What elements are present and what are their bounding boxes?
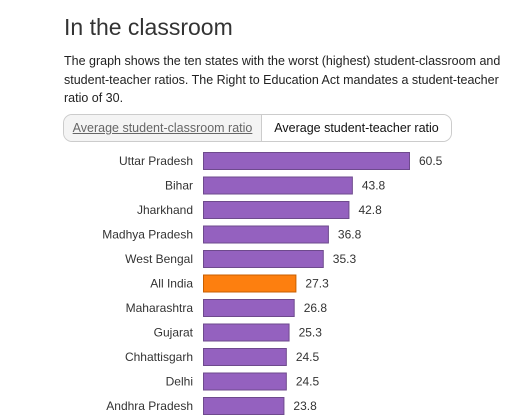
category-label-andhra-pradesh: Andhra Pradesh <box>106 399 193 413</box>
category-label-all-india: All India <box>150 277 193 291</box>
tab-student-teacher-ratio[interactable]: Average student-teacher ratio <box>261 115 451 141</box>
bar-madhya-pradesh[interactable] <box>203 225 329 244</box>
category-label-madhya-pradesh: Madhya Pradesh <box>102 228 193 242</box>
bar-chhattisgarh[interactable] <box>203 348 287 366</box>
bar-andhra-pradesh[interactable] <box>203 397 285 415</box>
category-label-chhattisgarh: Chhattisgarh <box>125 350 193 364</box>
chart-title: In the classroom <box>64 14 233 40</box>
category-label-bihar: Bihar <box>165 179 193 193</box>
bar-uttar-pradesh[interactable] <box>203 152 410 170</box>
category-label-jharkhand: Jharkhand <box>137 203 193 217</box>
bar-maharashtra[interactable] <box>203 299 295 317</box>
value-label-delhi: 24.5 <box>296 375 320 389</box>
bar-bihar[interactable] <box>203 176 353 195</box>
category-label-gujarat: Gujarat <box>154 326 194 340</box>
value-label-jharkhand: 42.8 <box>358 203 382 217</box>
category-label-west-bengal: West Bengal <box>125 252 193 266</box>
bar-all-india[interactable] <box>203 274 297 293</box>
bar-delhi[interactable] <box>203 372 287 391</box>
bar-jharkhand[interactable] <box>203 201 350 219</box>
category-label-maharashtra: Maharashtra <box>126 301 194 315</box>
value-label-madhya-pradesh: 36.8 <box>338 228 362 242</box>
value-label-chhattisgarh: 24.5 <box>296 350 320 364</box>
value-label-gujarat: 25.3 <box>299 326 323 340</box>
value-label-west-bengal: 35.3 <box>333 252 357 266</box>
value-label-andhra-pradesh: 23.8 <box>293 399 317 413</box>
value-label-maharashtra: 26.8 <box>304 301 328 315</box>
bar-gujarat[interactable] <box>203 323 290 342</box>
chart-description: The graph shows the ten states with the … <box>64 54 501 105</box>
tab-student-classroom-ratio[interactable]: Average student-classroom ratio <box>64 115 261 141</box>
category-label-uttar-pradesh: Uttar Pradesh <box>119 154 193 168</box>
value-label-bihar: 43.8 <box>362 179 386 193</box>
category-label-delhi: Delhi <box>166 375 193 389</box>
value-label-all-india: 27.3 <box>305 277 329 291</box>
value-label-uttar-pradesh: 60.5 <box>419 154 443 168</box>
ratio-tab-group: Average student-classroom ratio Average … <box>63 114 452 142</box>
bar-west-bengal[interactable] <box>203 250 324 268</box>
